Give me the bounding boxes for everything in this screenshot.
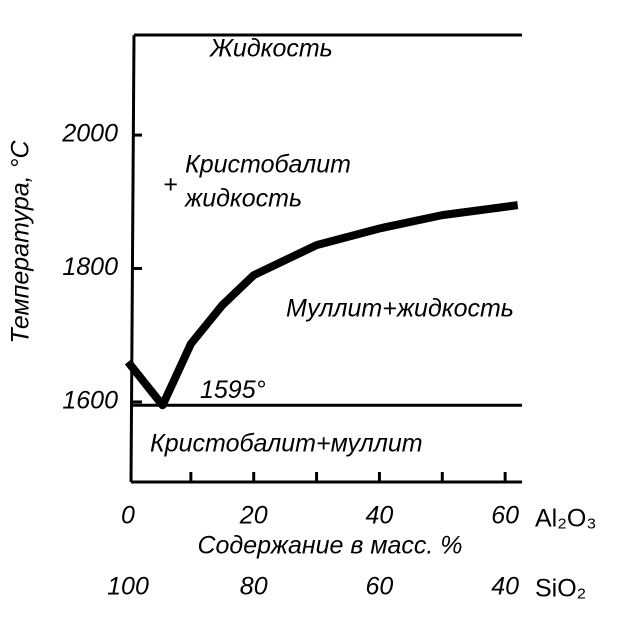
x-tick-label: 60 (491, 502, 519, 530)
x-tick-label: 40 (366, 502, 394, 530)
x-tick-label: 0 (121, 502, 135, 530)
liquidus-curve (124, 201, 519, 410)
region-label: Кристобалит+муллит (150, 430, 423, 458)
y-axis (129, 34, 136, 483)
region-label: Жидкость (208, 35, 333, 63)
x-axis-title: Содержание в масс. % (197, 532, 462, 560)
x2-tick-label: 100 (107, 573, 149, 601)
x2-tick-label: 40 (491, 573, 519, 601)
x-axis-component: Al₂O₃ (535, 505, 597, 533)
y-tick-label: 2000 (61, 120, 118, 148)
region-label: Муллит+жидкость (286, 295, 514, 323)
y-tick-label: 1800 (62, 253, 118, 281)
region-label: + (163, 171, 178, 199)
y-tick-label: 1600 (62, 387, 118, 415)
x2-tick-label: 60 (366, 573, 394, 601)
eutectic-label: 1595° (200, 376, 266, 404)
x2-tick-label: 80 (240, 573, 268, 601)
x2-axis-component: SiO₂ (535, 575, 586, 603)
x-tick-label: 20 (239, 502, 268, 530)
region-label: жидкость (184, 185, 302, 213)
y-axis-title: Температура, °С (7, 139, 35, 343)
region-label: Кристобалит (185, 151, 351, 179)
